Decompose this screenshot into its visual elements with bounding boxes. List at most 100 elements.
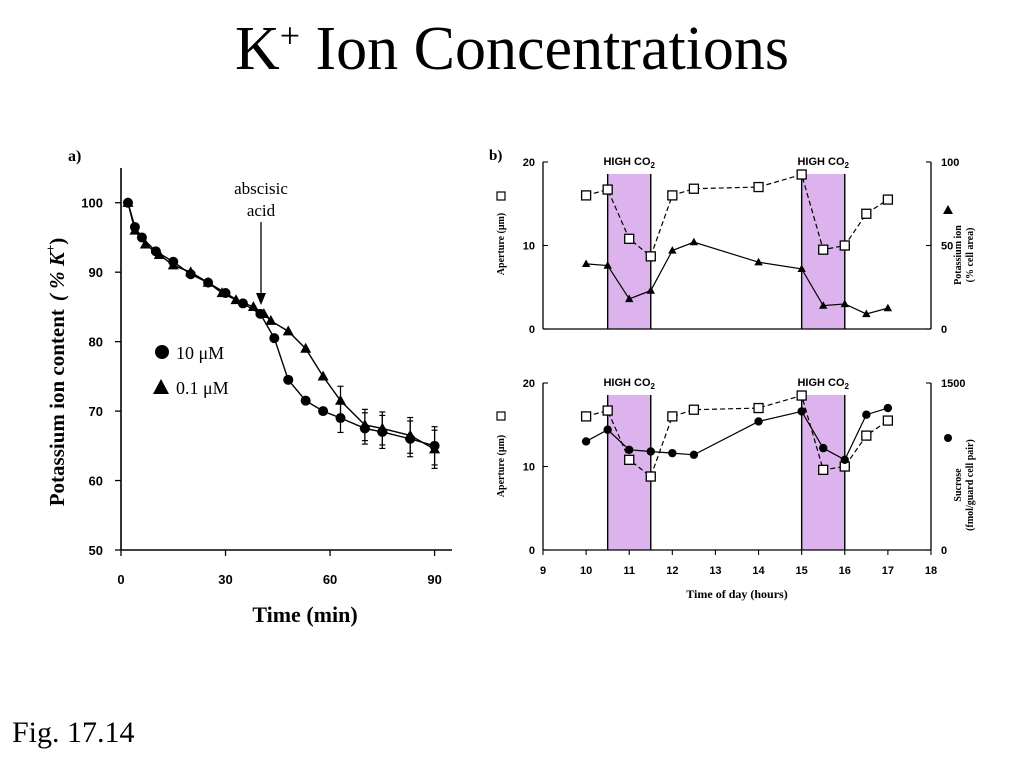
b-data-point [862, 410, 871, 419]
b-y-tick-label-left: 0 [529, 545, 535, 557]
a-point-01uM [185, 266, 197, 277]
b-data-point [883, 403, 893, 413]
a-point-01uM [216, 287, 228, 298]
b-data-point [667, 190, 678, 201]
b-high-co2-text: HIGH CO [797, 377, 845, 389]
panel-a-legend: 10 μM 0.1 μM [153, 343, 229, 398]
b-x-tick-label: 11 [623, 565, 635, 577]
panel-a-xlabel: Time (min) [252, 602, 357, 627]
a-series-line [127, 202, 435, 450]
b-high-co2-text: HIGH CO [797, 156, 845, 168]
b-data-point [667, 411, 678, 422]
a-point-01uM [202, 276, 214, 287]
panel-a: a) 0 30 60 90 50 60 70 80 90 100 abscisic acid 10… [43, 148, 452, 627]
b-data-point [753, 402, 764, 414]
b-y-tick-label-left: 20 [523, 157, 535, 169]
a-x-tick-label: 30 [218, 572, 232, 587]
b-data-point [883, 303, 893, 312]
b-high-co2-subscript: 2 [651, 161, 656, 170]
b-bottom-ylabel-right-2: (fmol/guard cell pair) [965, 439, 976, 531]
b-high-co2-subscript: 2 [651, 382, 656, 391]
b-data-point [624, 454, 635, 465]
b-y-tick-label-right: 1500 [941, 378, 965, 390]
a-y-tick-label: 60 [89, 474, 103, 489]
b-x-tick-label: 10 [580, 565, 592, 577]
panel-a-label: a) [68, 148, 81, 165]
b-x-tick-label: 18 [925, 565, 937, 577]
a-point-01uM [122, 196, 134, 207]
b-top-ylabel-left: Aperture (μm) [496, 213, 507, 275]
a-point-01uM [404, 429, 416, 440]
b-data-point [840, 455, 849, 465]
b-data-point [646, 447, 655, 456]
b-data-point [797, 407, 806, 416]
b-data-point [645, 251, 656, 262]
b-data-point [797, 264, 806, 273]
annotation-line2: acid [247, 201, 276, 220]
figure-caption: Fig. 17.14 [12, 716, 135, 749]
a-point-01uM [247, 301, 259, 312]
b-data-point [818, 464, 829, 475]
b-data-point [581, 259, 591, 268]
annotation-arrowhead [256, 293, 266, 305]
a-x-tick-label: 90 [427, 572, 441, 587]
b-data-point [580, 190, 592, 201]
b-data-point [818, 244, 829, 255]
b-x-tick-label: 14 [752, 565, 765, 577]
b-y-tick-label-left: 10 [523, 241, 535, 253]
b-shaded-region [607, 395, 651, 550]
a-y-tick-label: 90 [89, 265, 103, 280]
panel-a-axes: 0 30 60 90 50 60 70 80 90 100 [81, 168, 452, 587]
b-series-line [586, 241, 889, 315]
b-high-co2-label: HIGH CO2 [603, 377, 655, 391]
b-data-point [668, 246, 677, 254]
a-point-01uM [230, 294, 242, 305]
b-high-co2-text: HIGH CO [603, 156, 651, 168]
b-data-point [754, 257, 763, 266]
b-data-point [603, 261, 612, 269]
panel-a-series [122, 196, 441, 469]
b-data-point [754, 417, 763, 426]
b-x-tick-label: 15 [796, 565, 808, 577]
b-x-tick-label: 12 [666, 565, 678, 577]
b-high-co2-text: HIGH CO [603, 377, 651, 389]
b-data-point [840, 299, 849, 308]
panel-a-ylabel: Potassium ion content( % K+) [43, 238, 69, 507]
a-point-01uM [429, 443, 441, 454]
b-top-ylabel-right-2: (% cell area) [965, 228, 976, 283]
a-point-01uM [129, 224, 141, 235]
title-rest: Ion Concentrations [300, 15, 790, 83]
b-y-tick-label-left: 20 [523, 378, 535, 390]
legend-circle-marker [155, 345, 169, 359]
a-y-tick-label: 80 [89, 335, 103, 350]
b-data-point [753, 181, 764, 193]
b-data-point [603, 425, 612, 434]
a-y-tick-label: 70 [89, 404, 103, 419]
b-x-tick-label: 9 [540, 565, 546, 577]
b-x-tick-label: 13 [709, 565, 721, 577]
b-high-co2-label: HIGH CO2 [797, 377, 849, 391]
b-high-co2-label: HIGH CO2 [797, 156, 849, 170]
b-data-point [861, 208, 872, 219]
b-shaded-region [607, 174, 651, 329]
a-point-01uM [317, 370, 329, 381]
b-bottom-ylabel-left: Aperture (μm) [496, 435, 507, 497]
a-point-01uM [167, 259, 179, 270]
b-high-co2-label: HIGH CO2 [603, 156, 655, 170]
legend-triangle-marker [153, 379, 169, 394]
b-data-point [688, 183, 700, 194]
legend-label-10uM: 10 μM [176, 343, 224, 363]
title-main: K [234, 15, 280, 83]
a-point-01uM [265, 315, 277, 325]
a-point-10uM [318, 406, 329, 417]
b-data-point [645, 471, 656, 482]
b-data-point [689, 450, 699, 460]
b-y-tick-label-right: 0 [941, 545, 947, 557]
b-data-point [602, 184, 613, 195]
b-y-tick-label-right: 0 [941, 324, 947, 336]
a-point-01uM [282, 325, 294, 336]
b-data-point [581, 437, 591, 446]
b-top-ylabel-right: Potassium ion [953, 225, 964, 285]
